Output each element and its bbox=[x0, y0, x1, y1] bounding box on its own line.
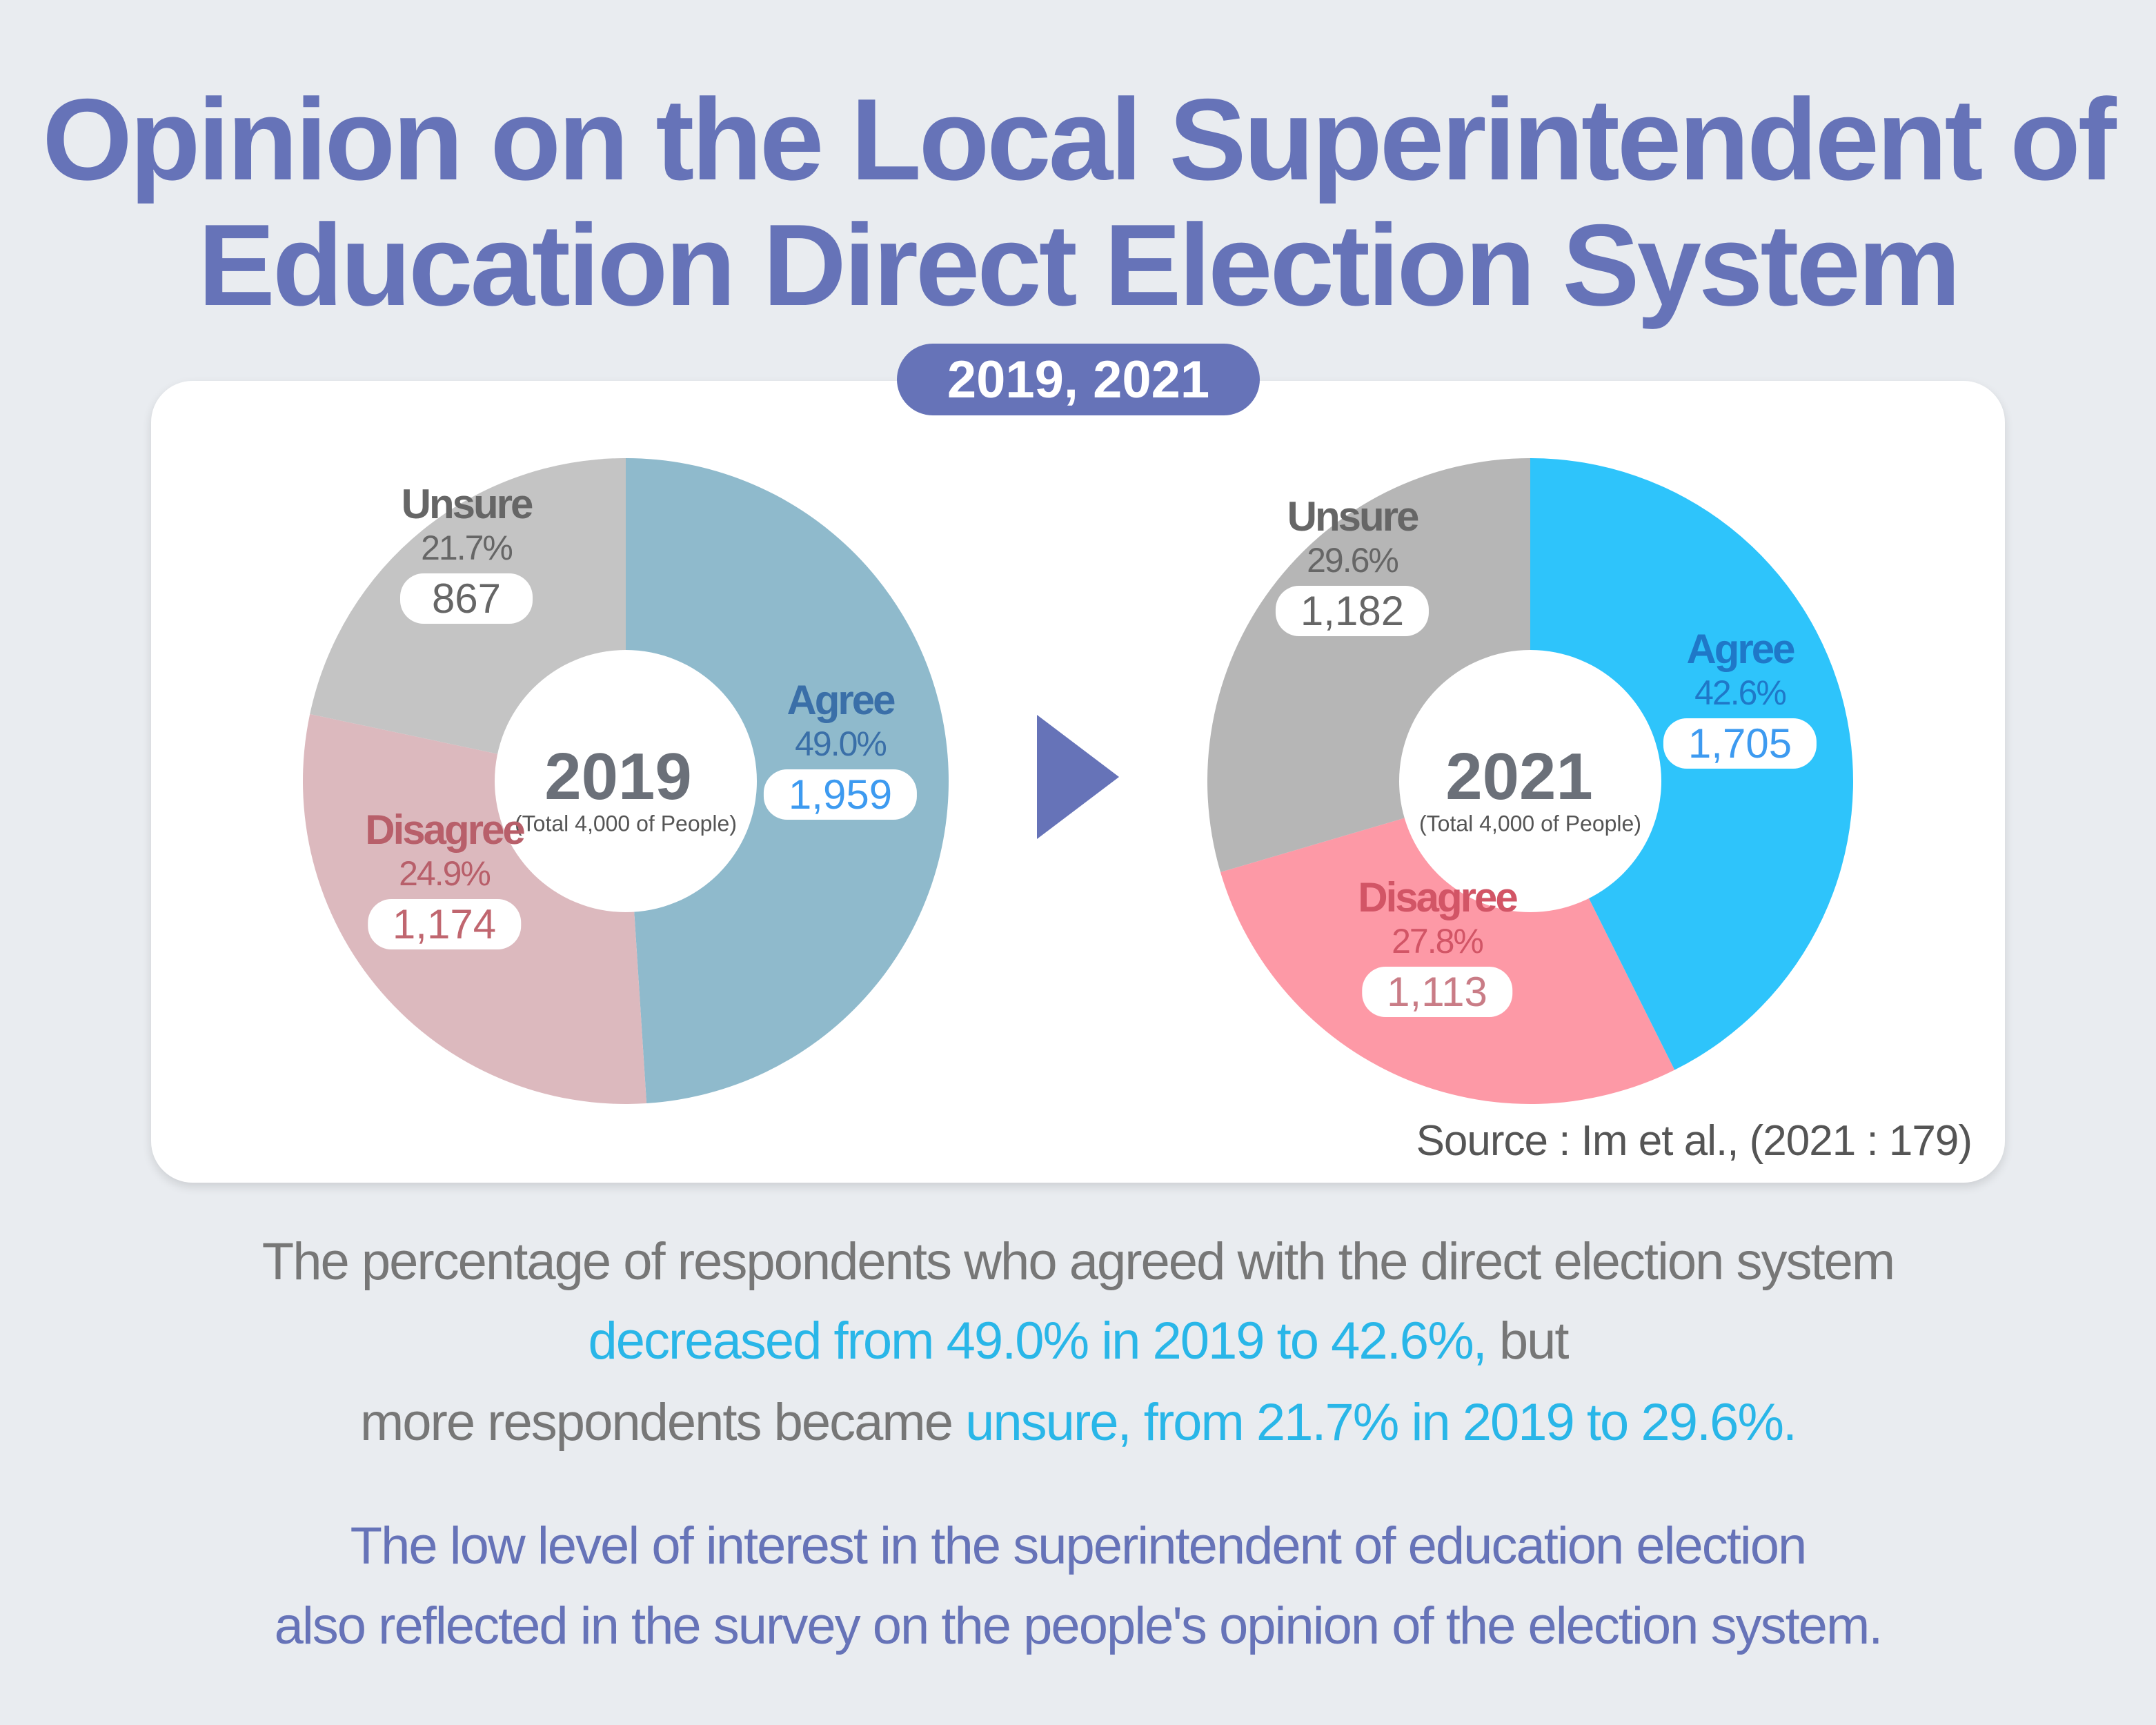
count-pill-wrap: 1,705 bbox=[1663, 718, 1817, 769]
slice-label-agree: Agree 49.0% 1,959 bbox=[763, 676, 918, 820]
slice-label-disagree: Disagree 24.9% 1,174 bbox=[365, 806, 526, 949]
category-label: Unsure bbox=[1287, 493, 1420, 540]
summary-highlight-agree: decreased from 49.0% in 2019 to 42.6%, bbox=[588, 1312, 1487, 1370]
percent-label: 21.7% bbox=[421, 529, 513, 567]
summary-line-1: The percentage of respondents who agreed… bbox=[261, 1232, 1895, 1291]
slice-label-disagree: Disagree 27.8% 1,113 bbox=[1358, 874, 1519, 1017]
summary-line-2: decreased from 49.0% in 2019 to 42.6%, b… bbox=[0, 1311, 2156, 1371]
category-label: Disagree bbox=[365, 807, 525, 853]
center-subtitle: (Total 4,000 of People) bbox=[515, 811, 737, 836]
category-label: Agree bbox=[1686, 626, 1795, 672]
count-pill: 1,959 bbox=[763, 769, 918, 820]
count-pill-wrap: 867 bbox=[400, 573, 533, 624]
center-year: 2021 bbox=[1445, 740, 1593, 814]
count-pill: 1,174 bbox=[367, 899, 522, 949]
summary-text: but bbox=[1485, 1312, 1570, 1370]
slice-label-unsure: Unsure 21.7% 867 bbox=[400, 480, 533, 624]
summary-highlight-unsure: unsure, from 21.7% in 2019 to 29.6%. bbox=[965, 1393, 1797, 1452]
percent-label: 29.6% bbox=[1307, 541, 1399, 580]
category-label: Unsure bbox=[401, 481, 534, 527]
slice-label-unsure: Unsure 29.6% 1,182 bbox=[1275, 493, 1430, 636]
category-label: Disagree bbox=[1358, 874, 1518, 920]
count-pill: 1,113 bbox=[1362, 967, 1512, 1017]
count-pill: 1,705 bbox=[1663, 718, 1817, 769]
center-subtitle: (Total 4,000 of People) bbox=[1419, 811, 1641, 836]
percent-label: 42.6% bbox=[1694, 673, 1787, 712]
count-pill-wrap: 1,113 bbox=[1358, 967, 1516, 1017]
conclusion-line-1: The low level of interest in the superin… bbox=[350, 1517, 1808, 1575]
count-pill: 867 bbox=[400, 573, 533, 624]
years-badge: 2019, 2021 bbox=[897, 344, 1260, 415]
title-line-1: Opinion on the Local Superintendent of bbox=[42, 75, 2117, 204]
slice-label-agree: Agree 42.6% 1,705 bbox=[1663, 625, 1817, 769]
count-pill-wrap: 1,174 bbox=[365, 899, 523, 949]
count-pill-wrap: 1,182 bbox=[1275, 586, 1430, 636]
percent-label: 49.0% bbox=[795, 724, 887, 763]
arrow-right-icon bbox=[1037, 715, 1119, 839]
conclusion-line-2: also reflected in the survey on the peop… bbox=[274, 1597, 1883, 1655]
percent-label: 27.8% bbox=[1392, 922, 1484, 960]
donut-hole-2019 bbox=[495, 650, 757, 912]
category-label: Agree bbox=[787, 677, 896, 723]
center-year: 2019 bbox=[544, 740, 692, 814]
source-note: Source : Im et al., (2021 : 179) bbox=[1416, 1117, 1972, 1165]
summary-text: more respondents became bbox=[359, 1393, 966, 1452]
title-line-2: Education Direct Election System bbox=[197, 200, 1961, 330]
count-pill-wrap: 1,959 bbox=[763, 769, 918, 820]
percent-label: 24.9% bbox=[399, 854, 491, 893]
donut-hole-2021 bbox=[1399, 650, 1661, 912]
summary-line-3: more respondents became unsure, from 21.… bbox=[0, 1392, 2156, 1452]
count-pill: 1,182 bbox=[1275, 586, 1430, 636]
